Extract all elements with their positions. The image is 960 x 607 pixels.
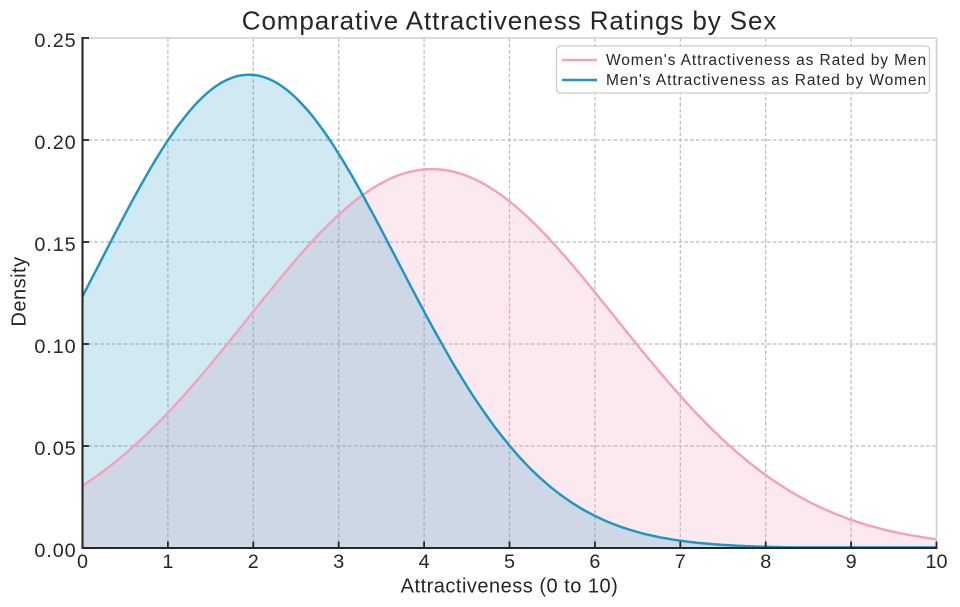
svg-text:0.00: 0.00 [34, 540, 76, 562]
svg-text:4: 4 [419, 551, 430, 573]
svg-text:Men's Attractiveness as Rated: Men's Attractiveness as Rated by Women [606, 72, 927, 89]
svg-text:0: 0 [77, 551, 88, 573]
svg-text:3: 3 [333, 551, 344, 573]
svg-text:5: 5 [504, 551, 515, 573]
svg-text:0.20: 0.20 [34, 132, 76, 154]
svg-text:7: 7 [675, 551, 686, 573]
svg-text:9: 9 [846, 551, 857, 573]
svg-text:8: 8 [760, 551, 771, 573]
svg-text:0.05: 0.05 [34, 438, 76, 460]
svg-text:6: 6 [589, 551, 600, 573]
svg-text:10: 10 [925, 551, 947, 573]
svg-text:Attractiveness (0 to 10): Attractiveness (0 to 10) [401, 576, 619, 598]
svg-text:0.15: 0.15 [34, 234, 76, 256]
svg-text:0.10: 0.10 [34, 336, 76, 358]
svg-text:Women's Attractiveness as Rate: Women's Attractiveness as Rated by Men [606, 52, 927, 69]
svg-text:0.25: 0.25 [34, 30, 76, 52]
svg-text:1: 1 [162, 551, 173, 573]
svg-text:2: 2 [248, 551, 259, 573]
svg-text:Comparative Attractiveness Rat: Comparative Attractiveness Ratings by Se… [242, 6, 777, 36]
svg-text:Density: Density [9, 256, 31, 326]
